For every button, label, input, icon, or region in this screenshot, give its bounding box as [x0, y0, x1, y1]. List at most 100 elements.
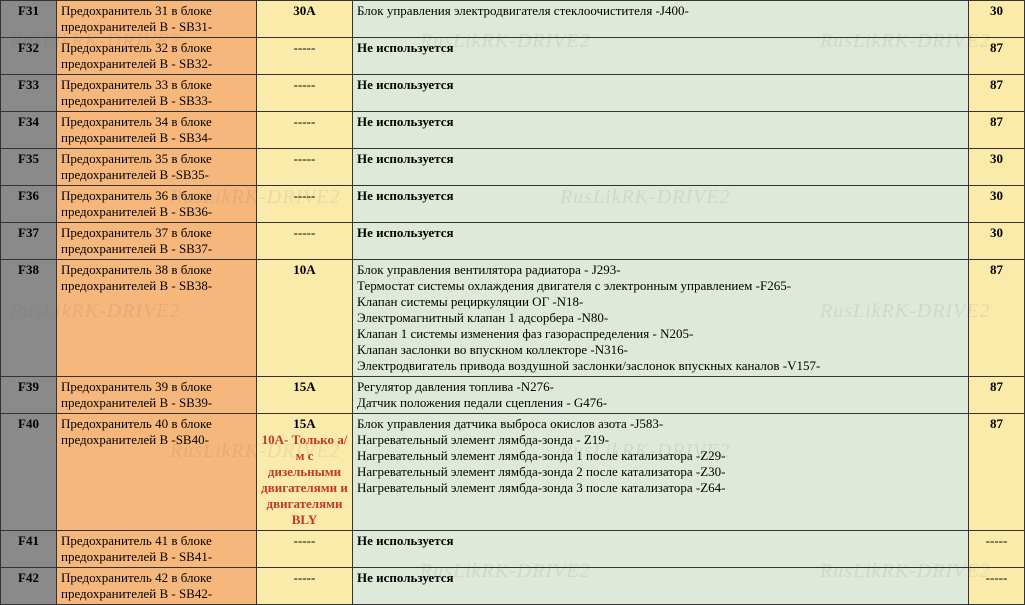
fuse-description: Блок управления вентилятора радиатора - …	[353, 260, 969, 377]
fuse-id: F39	[1, 377, 57, 414]
fuse-name: Предохранитель 40 в блоке предохранителе…	[57, 414, 257, 531]
fuse-circuit-code: -----	[969, 568, 1025, 605]
desc-line: Нагревательный элемент лямбда-зонда 1 по…	[357, 448, 964, 464]
fuse-id: F36	[1, 186, 57, 223]
table-row: F36Предохранитель 36 в блоке предохранит…	[1, 186, 1025, 223]
fuse-name: Предохранитель 31 в блоке предохранителе…	[57, 1, 257, 38]
table-row: F32Предохранитель 32 в блоке предохранит…	[1, 38, 1025, 75]
fuse-circuit-code: 30	[969, 186, 1025, 223]
desc-line: Термостат системы охлаждения двигателя с…	[357, 278, 964, 294]
fuse-circuit-code: 87	[969, 75, 1025, 112]
table-row: F39Предохранитель 39 в блоке предохранит…	[1, 377, 1025, 414]
fuse-circuit-code: 87	[969, 38, 1025, 75]
fuse-description: Не используется	[353, 75, 969, 112]
fuse-description: Блок управления датчика выброса окислов …	[353, 414, 969, 531]
fuse-circuit-code: -----	[969, 531, 1025, 568]
amp-value: -----	[294, 114, 316, 129]
fuse-description: Блок управления электродвигателя стеклоо…	[353, 1, 969, 38]
fuse-amperage: -----	[257, 568, 353, 605]
fuse-name: Предохранитель 38 в блоке предохранителе…	[57, 260, 257, 377]
fuse-description: Не используется	[353, 531, 969, 568]
fuse-description: Не используется	[353, 568, 969, 605]
fuse-amperage: -----	[257, 186, 353, 223]
fuse-circuit-code: 87	[969, 260, 1025, 377]
desc-line: Блок управления электродвигателя стеклоо…	[357, 3, 964, 19]
desc-line: Не используется	[357, 114, 964, 130]
table-row: F31Предохранитель 31 в блоке предохранит…	[1, 1, 1025, 38]
fuse-circuit-code: 87	[969, 112, 1025, 149]
fuse-table: F31Предохранитель 31 в блоке предохранит…	[0, 0, 1025, 605]
fuse-description: Не используется	[353, 223, 969, 260]
fuse-circuit-code: 87	[969, 377, 1025, 414]
desc-line: Электромагнитный клапан 1 адсорбера -N80…	[357, 310, 964, 326]
desc-line: Блок управления датчика выброса окислов …	[357, 416, 964, 432]
fuse-id: F34	[1, 112, 57, 149]
fuse-amperage: -----	[257, 112, 353, 149]
amp-value: -----	[294, 188, 316, 203]
desc-line: Клапан системы рециркуляции ОГ -N18-	[357, 294, 964, 310]
fuse-amperage: 15A	[257, 377, 353, 414]
amp-value: -----	[294, 570, 316, 585]
amp-value: 10A	[293, 262, 315, 277]
fuse-amperage: -----	[257, 223, 353, 260]
fuse-amperage: -----	[257, 149, 353, 186]
fuse-name: Предохранитель 34 в блоке предохранителе…	[57, 112, 257, 149]
fuse-amperage: -----	[257, 75, 353, 112]
fuse-name: Предохранитель 37 в блоке предохранителе…	[57, 223, 257, 260]
fuse-amperage: -----	[257, 531, 353, 568]
amp-value: -----	[294, 225, 316, 240]
amp-value: -----	[294, 77, 316, 92]
fuse-circuit-code: 30	[969, 223, 1025, 260]
desc-line: Электродвигатель привода воздушной засло…	[357, 358, 964, 374]
fuse-amperage: 10A	[257, 260, 353, 377]
desc-line: Не используется	[357, 40, 964, 56]
table-row: F33Предохранитель 33 в блоке предохранит…	[1, 75, 1025, 112]
table-row: F42Предохранитель 42 в блоке предохранит…	[1, 568, 1025, 605]
fuse-id: F32	[1, 38, 57, 75]
desc-line: Не используется	[357, 570, 964, 586]
amp-value: -----	[294, 40, 316, 55]
fuse-id: F41	[1, 531, 57, 568]
fuse-description: Регулятор давления топлива -N276-Датчик …	[353, 377, 969, 414]
fuse-id: F40	[1, 414, 57, 531]
desc-line: Не используется	[357, 77, 964, 93]
fuse-id: F33	[1, 75, 57, 112]
amp-value: 15A	[293, 416, 315, 431]
desc-line: Датчик положения педали сцепления - G476…	[357, 395, 964, 411]
fuse-id: F42	[1, 568, 57, 605]
fuse-name: Предохранитель 39 в блоке предохранителе…	[57, 377, 257, 414]
fuse-circuit-code: 87	[969, 414, 1025, 531]
fuse-name: Предохранитель 33 в блоке предохранителе…	[57, 75, 257, 112]
desc-line: Нагревательный элемент лямбда-зонда 2 по…	[357, 464, 964, 480]
fuse-description: Не используется	[353, 38, 969, 75]
table-row: F34Предохранитель 34 в блоке предохранит…	[1, 112, 1025, 149]
fuse-circuit-code: 30	[969, 149, 1025, 186]
desc-line: Нагревательный элемент лямбда-зонда - Z1…	[357, 432, 964, 448]
fuse-id: F37	[1, 223, 57, 260]
fuse-name: Предохранитель 32 в блоке предохранителе…	[57, 38, 257, 75]
fuse-name: Предохранитель 42 в блоке предохранителе…	[57, 568, 257, 605]
desc-line: Блок управления вентилятора радиатора - …	[357, 262, 964, 278]
fuse-name: Предохранитель 35 в блоке предохранителе…	[57, 149, 257, 186]
fuse-description: Не используется	[353, 149, 969, 186]
amp-value: -----	[294, 151, 316, 166]
amp-value: -----	[294, 533, 316, 548]
fuse-id: F38	[1, 260, 57, 377]
fuse-circuit-code: 30	[969, 1, 1025, 38]
amp-value: 15A	[293, 379, 315, 394]
table-row: F38Предохранитель 38 в блоке предохранит…	[1, 260, 1025, 377]
desc-line: Регулятор давления топлива -N276-	[357, 379, 964, 395]
desc-line: Не используется	[357, 151, 964, 167]
fuse-name: Предохранитель 41 в блоке предохранителе…	[57, 531, 257, 568]
desc-line: Нагревательный элемент лямбда-зонда 3 по…	[357, 480, 964, 496]
fuse-amperage: -----	[257, 38, 353, 75]
table-row: F40Предохранитель 40 в блоке предохранит…	[1, 414, 1025, 531]
fuse-description: Не используется	[353, 186, 969, 223]
table-row: F37Предохранитель 37 в блоке предохранит…	[1, 223, 1025, 260]
fuse-name: Предохранитель 36 в блоке предохранителе…	[57, 186, 257, 223]
fuse-description: Не используется	[353, 112, 969, 149]
desc-line: Клапан заслонки во впускном коллекторе -…	[357, 342, 964, 358]
amp-value: 30A	[293, 3, 315, 18]
desc-line: Не используется	[357, 225, 964, 241]
amp-note: 10A- Только а/м с дизельными двигателями…	[261, 432, 348, 527]
